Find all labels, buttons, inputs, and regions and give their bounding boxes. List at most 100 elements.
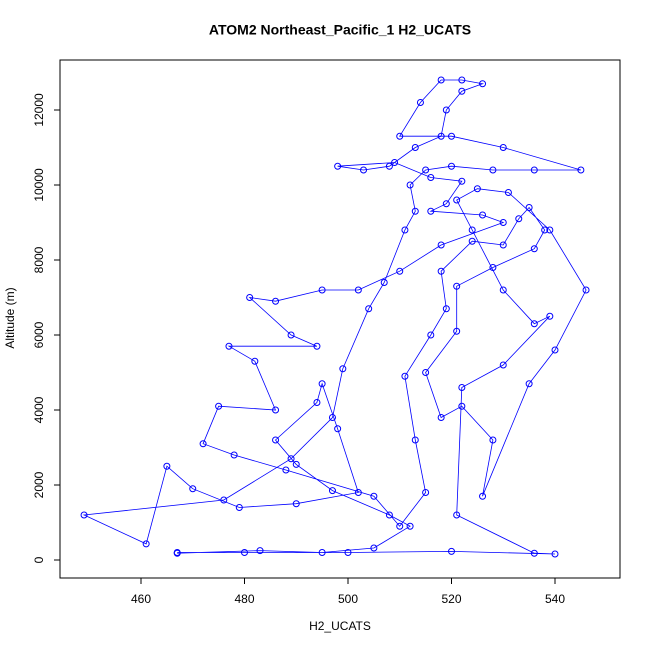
data-point [447, 547, 455, 555]
data-point [577, 166, 585, 174]
data-point [370, 544, 378, 552]
data-point [530, 320, 538, 328]
data-point [328, 413, 336, 421]
data-point [458, 383, 466, 391]
x-axis-label: H2_UCATS [309, 619, 371, 633]
data-point [339, 365, 347, 373]
data-point [447, 162, 455, 170]
data-point [422, 368, 430, 376]
data-point [422, 488, 430, 496]
data-point [479, 80, 487, 88]
data-point [380, 278, 388, 286]
data-point [525, 203, 533, 211]
data-point [479, 211, 487, 219]
data-point [582, 286, 590, 294]
data-point [313, 398, 321, 406]
data-point [447, 132, 455, 140]
data-point [442, 200, 450, 208]
data-point [385, 511, 393, 519]
data-point [468, 226, 476, 234]
data-point [272, 436, 280, 444]
data-point [318, 548, 326, 556]
data-point [272, 406, 280, 414]
data-point [515, 215, 523, 223]
data-point [334, 425, 342, 433]
data-point [416, 98, 424, 106]
data-point [396, 267, 404, 275]
data-point [365, 305, 373, 313]
data-point [442, 106, 450, 114]
data-point [292, 500, 300, 508]
data-point [292, 460, 300, 468]
data-point [220, 496, 228, 504]
data-point [442, 305, 450, 313]
data-point [406, 181, 414, 189]
data-point [541, 226, 549, 234]
y-tick-label: 10000 [32, 168, 46, 202]
data-point [499, 218, 507, 226]
data-point [458, 402, 466, 410]
data-point [199, 440, 207, 448]
data-point [437, 267, 445, 275]
data-point [525, 380, 533, 388]
data-point [401, 226, 409, 234]
data-point [458, 76, 466, 84]
y-tick-label: 0 [32, 556, 46, 563]
data-point [385, 162, 393, 170]
data-point [499, 143, 507, 151]
data-point [354, 286, 362, 294]
data-point [80, 511, 88, 519]
data-point [530, 166, 538, 174]
data-point [396, 522, 404, 530]
data-point [489, 263, 497, 271]
data-point [396, 132, 404, 140]
data-point [225, 342, 233, 350]
data-point [453, 282, 461, 290]
data-point [230, 451, 238, 459]
data-point [215, 402, 223, 410]
data-point [411, 207, 419, 215]
plot-frame [59, 59, 621, 579]
x-tick-label: 500 [338, 592, 358, 606]
data-point [406, 522, 414, 530]
data-point [546, 312, 554, 320]
data-point [318, 286, 326, 294]
data-point [458, 87, 466, 95]
data-point [173, 548, 181, 556]
data-point [411, 143, 419, 151]
data-point [473, 185, 481, 193]
data-point [189, 485, 197, 493]
data-point [530, 245, 538, 253]
data-point [499, 361, 507, 369]
chart-title: ATOM2 Northeast_Pacific_1 H2_UCATS [209, 22, 471, 38]
data-point [499, 286, 507, 294]
data-point [551, 346, 559, 354]
data-point [401, 372, 409, 380]
data-point [272, 297, 280, 305]
y-tick-label: 4000 [32, 396, 46, 423]
data-line [82, 79, 587, 555]
data-point [313, 342, 321, 350]
data-point [468, 237, 476, 245]
data-point [530, 549, 538, 557]
data-point [282, 466, 290, 474]
data-point [318, 380, 326, 388]
data-point [437, 413, 445, 421]
data-point [251, 357, 259, 365]
data-point [334, 162, 342, 170]
data-point [256, 547, 264, 555]
data-point [328, 487, 336, 495]
data-point [453, 327, 461, 335]
data-point [499, 241, 507, 249]
data-point [427, 331, 435, 339]
data-point [427, 207, 435, 215]
y-tick-label: 8000 [32, 246, 46, 273]
data-point [437, 76, 445, 84]
data-point [546, 226, 554, 234]
data-point [453, 196, 461, 204]
data-point [370, 492, 378, 500]
data-point [344, 548, 352, 556]
data-point [354, 488, 362, 496]
x-tick-label: 460 [131, 592, 151, 606]
